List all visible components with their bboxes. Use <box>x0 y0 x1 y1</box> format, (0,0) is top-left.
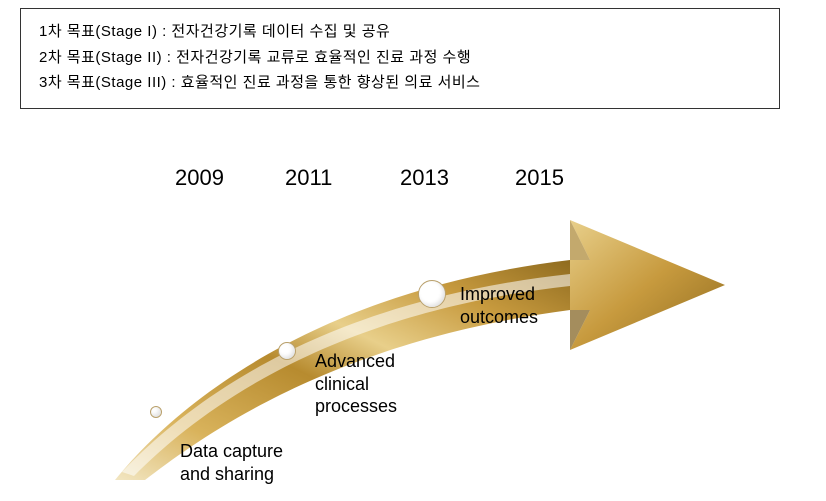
year-2013: 2013 <box>400 165 449 191</box>
marker-stage2 <box>278 342 296 360</box>
goal-line-1: 1차 목표(Stage I) : 전자건강기록 데이터 수집 및 공유 <box>39 19 761 45</box>
goals-box: 1차 목표(Stage I) : 전자건강기록 데이터 수집 및 공유 2차 목… <box>20 8 780 109</box>
year-2015: 2015 <box>515 165 564 191</box>
stage-label-line: Data capture <box>180 441 283 461</box>
stage-label-improved-outcomes: Improved outcomes <box>460 283 538 328</box>
stage-label-line: and sharing <box>180 464 274 484</box>
goal-line-2: 2차 목표(Stage II) : 전자건강기록 교류로 효율적인 진료 과정 … <box>39 45 761 71</box>
marker-stage3 <box>418 280 446 308</box>
arrow-head <box>570 220 725 350</box>
stage-label-line: outcomes <box>460 307 538 327</box>
stage-label-line: processes <box>315 396 397 416</box>
year-2011: 2011 <box>285 165 332 191</box>
stage-label-line: Improved <box>460 284 535 304</box>
arrow-diagram: Data capture and sharing Advanced clinic… <box>100 200 750 480</box>
stage-label-line: clinical <box>315 374 369 394</box>
goal-line-3: 3차 목표(Stage III) : 효율적인 진료 과정을 통한 향상된 의료… <box>39 70 761 96</box>
marker-stage1 <box>150 406 162 418</box>
stage-label-line: Advanced <box>315 351 395 371</box>
year-2009: 2009 <box>175 165 224 191</box>
stage-label-data-capture: Data capture and sharing <box>180 440 283 485</box>
stage-label-advanced-clinical: Advanced clinical processes <box>315 350 397 418</box>
arrow-svg <box>100 200 750 480</box>
